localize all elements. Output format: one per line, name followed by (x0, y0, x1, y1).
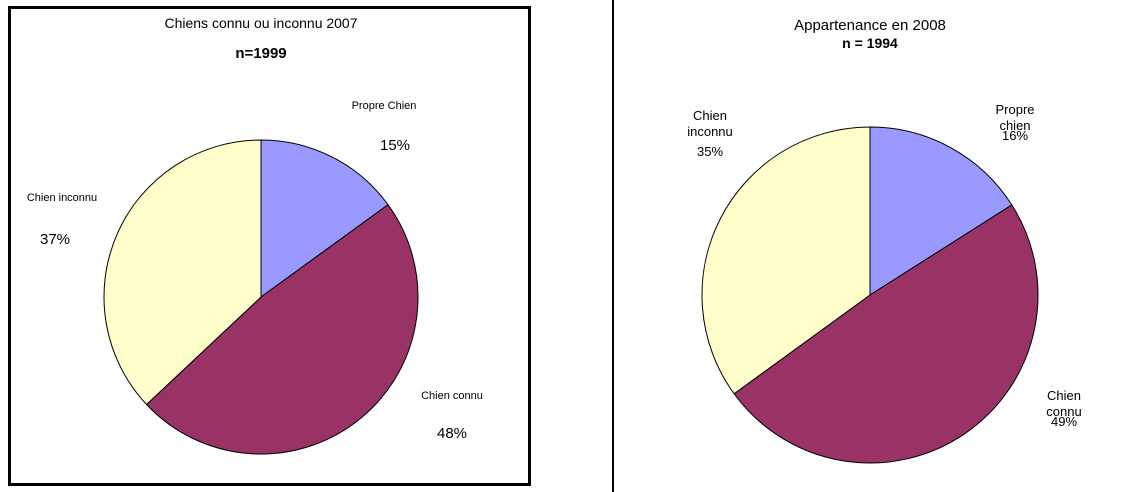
slice-label: Propre chien (995, 102, 1035, 133)
value-label: 49% (1050, 414, 1078, 429)
value-label: 16% (1001, 128, 1029, 143)
slice-label: Chien connu (1046, 388, 1082, 419)
chart-title: Appartenance en 2008 (794, 17, 946, 34)
value-label: 15% (379, 137, 411, 154)
slice-label: Chien connu (421, 390, 483, 402)
slice-label: Chien inconnu (26, 192, 98, 204)
value-label: 37% (39, 231, 71, 248)
slice-label: Chien inconnu (687, 108, 733, 139)
slice-label: Propre Chien (351, 100, 417, 112)
pie-slice (701, 126, 871, 395)
pie-slice (145, 204, 419, 455)
pie-slice (869, 126, 1013, 296)
pie-slice (103, 139, 262, 406)
value-label: 48% (436, 425, 468, 442)
value-label: 35% (696, 144, 724, 159)
chart-title: Chiens connu ou inconnu 2007 (164, 15, 357, 31)
pie-slice (733, 204, 1039, 464)
frame (8, 6, 531, 486)
chart-subtitle: n = 1994 (842, 35, 898, 51)
chart-subtitle: n=1999 (235, 45, 286, 62)
pie-slice (260, 139, 389, 298)
